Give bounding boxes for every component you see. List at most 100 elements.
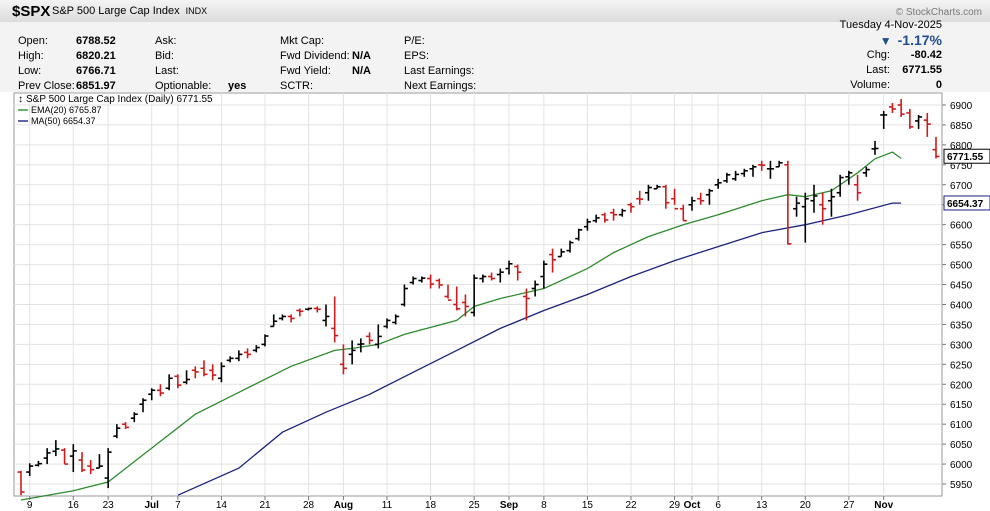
- x-tick-label: 29: [669, 500, 681, 511]
- high-label: High:: [18, 50, 44, 62]
- ohlc-bar: [723, 172, 731, 183]
- ohlc-bar: [374, 324, 382, 349]
- ohlc-bar: [566, 240, 574, 253]
- ohlc-bar: [366, 332, 374, 345]
- ohlc-bar: [43, 448, 51, 465]
- ohlc-bar: [78, 452, 86, 473]
- ohlc-bar: [453, 286, 461, 311]
- ohlc-bar: [139, 398, 147, 413]
- x-tick-label: 28: [303, 500, 315, 511]
- prevclose-label: Prev Close:: [18, 80, 75, 92]
- ohlc-bar: [165, 374, 173, 391]
- ohlc-bar: [758, 160, 766, 171]
- chg-value: -80.42: [911, 49, 942, 61]
- watermark: © StockCharts.com: [895, 7, 982, 18]
- y-tick-label: 6550: [950, 241, 973, 252]
- x-tick-label: 21: [259, 500, 271, 511]
- ohlc-bar: [313, 306, 321, 313]
- ohlc-bar: [897, 98, 905, 117]
- ohlc-bar: [244, 348, 252, 359]
- ohlc-bar: [601, 212, 609, 223]
- bid-label: Bid:: [155, 50, 174, 62]
- ohlc-bar: [470, 274, 478, 317]
- ohlc-bar: [183, 370, 191, 385]
- ohlc-bar: [400, 284, 408, 307]
- ohlc-bar: [95, 454, 103, 469]
- ohlc-bar: [697, 192, 705, 205]
- ohlc-bar: [880, 110, 888, 129]
- ohlc-bar: [322, 304, 330, 327]
- price-chart: 5950 6000 6050 6100 6150 6200 6250 6300 6350 6400…: [13, 92, 990, 511]
- ohlc-bar: [915, 114, 923, 129]
- ohlc-bar: [235, 350, 243, 362]
- ohlc-bar: [871, 140, 879, 155]
- ohlc-bar: [435, 278, 443, 289]
- ohlc-bar: [705, 188, 713, 205]
- ohlc-bar: [627, 202, 635, 213]
- ohlc-bar: [784, 160, 792, 245]
- y-tick-label: 6400: [950, 300, 973, 311]
- ohlc-bar: [488, 272, 496, 281]
- ohlc-bar: [26, 463, 34, 477]
- pct-change: ▼ -1.17%: [880, 32, 942, 48]
- y-tick-label: 6100: [950, 420, 973, 431]
- x-tick-label: 11: [382, 500, 393, 511]
- ohlc-bar: [583, 218, 591, 231]
- x-tick-label: 9: [27, 500, 33, 511]
- x-tick-label: 20: [800, 500, 812, 511]
- ohlc-bar: [766, 160, 774, 179]
- ohlc-bar: [418, 276, 426, 283]
- ohlc-bar: [496, 268, 504, 283]
- ohlc-bar: [610, 208, 618, 221]
- ohlc-bar: [52, 440, 60, 457]
- x-tick-label: 23: [103, 500, 115, 511]
- open-label: Open:: [18, 35, 48, 47]
- lastearn-label: Last Earnings:: [404, 65, 475, 77]
- optionable-value: yes: [228, 79, 246, 94]
- last-label: Last:: [155, 65, 179, 77]
- low-label: Low:: [18, 65, 42, 77]
- x-tick-label: 6: [715, 500, 721, 511]
- fwdyield-label: Fwd Yield:: [280, 65, 331, 77]
- ohlc-bar: [888, 102, 896, 113]
- ohlc-bars: [17, 98, 940, 496]
- x-tick-label: 25: [469, 500, 481, 511]
- y-tick-label: 6900: [950, 101, 973, 112]
- ohlc-bar: [618, 208, 626, 217]
- y-tick-label: 6450: [950, 281, 973, 292]
- pct-change-text: -1.17%: [897, 32, 942, 48]
- high-value-text: 6820.21: [76, 50, 116, 62]
- optionable-label: Optionable:: [155, 80, 212, 92]
- ema-legend-label: EMA(20) 6765.87: [31, 105, 102, 115]
- ohlc-bar: [191, 366, 199, 379]
- ohlc-bar: [531, 280, 539, 297]
- x-tick-label: 27: [843, 500, 855, 511]
- ohlc-bar: [653, 184, 661, 190]
- ohlc-bar: [34, 460, 42, 467]
- ohlc-bar: [209, 364, 217, 381]
- ohlc-bar: [662, 184, 670, 209]
- ohlc-bar: [479, 274, 487, 283]
- ohlc-bar: [775, 160, 783, 168]
- x-axis: 9 16 23 Jul 7 14 21 28 Aug 11 18 25 Sep 8 15 22 29 Oct 6 13…: [27, 496, 894, 511]
- mktcap-label: Mkt Cap:: [280, 35, 325, 47]
- x-tick-label: Nov: [874, 500, 893, 511]
- ohlc-bar: [226, 356, 234, 363]
- optionable-value-text: yes: [228, 80, 247, 92]
- ohlc-bar: [923, 112, 931, 137]
- chart-title-text: S&P 500 Large Cap Index (Daily) 6771.55: [26, 94, 213, 105]
- ohlc-bar: [261, 334, 269, 347]
- x-tick-label: 14: [216, 500, 228, 511]
- quote-date: Tuesday 4-Nov-2025: [839, 19, 942, 31]
- fwddiv-value: N/A: [352, 49, 371, 64]
- fwdyield-value: N/A: [352, 64, 371, 79]
- prevclose-value-text: 6851.97: [76, 80, 116, 92]
- low-value: 6766.71: [76, 64, 116, 79]
- ohlc-bar: [505, 260, 513, 275]
- vol-value: 0: [936, 79, 942, 91]
- ohlc-bar: [200, 360, 208, 377]
- chg-value-text: -80.42: [910, 49, 942, 61]
- y-tick-label: 6750: [950, 161, 973, 172]
- y-tick-label: 6000: [950, 460, 973, 471]
- x-tick-label: 7: [175, 500, 181, 511]
